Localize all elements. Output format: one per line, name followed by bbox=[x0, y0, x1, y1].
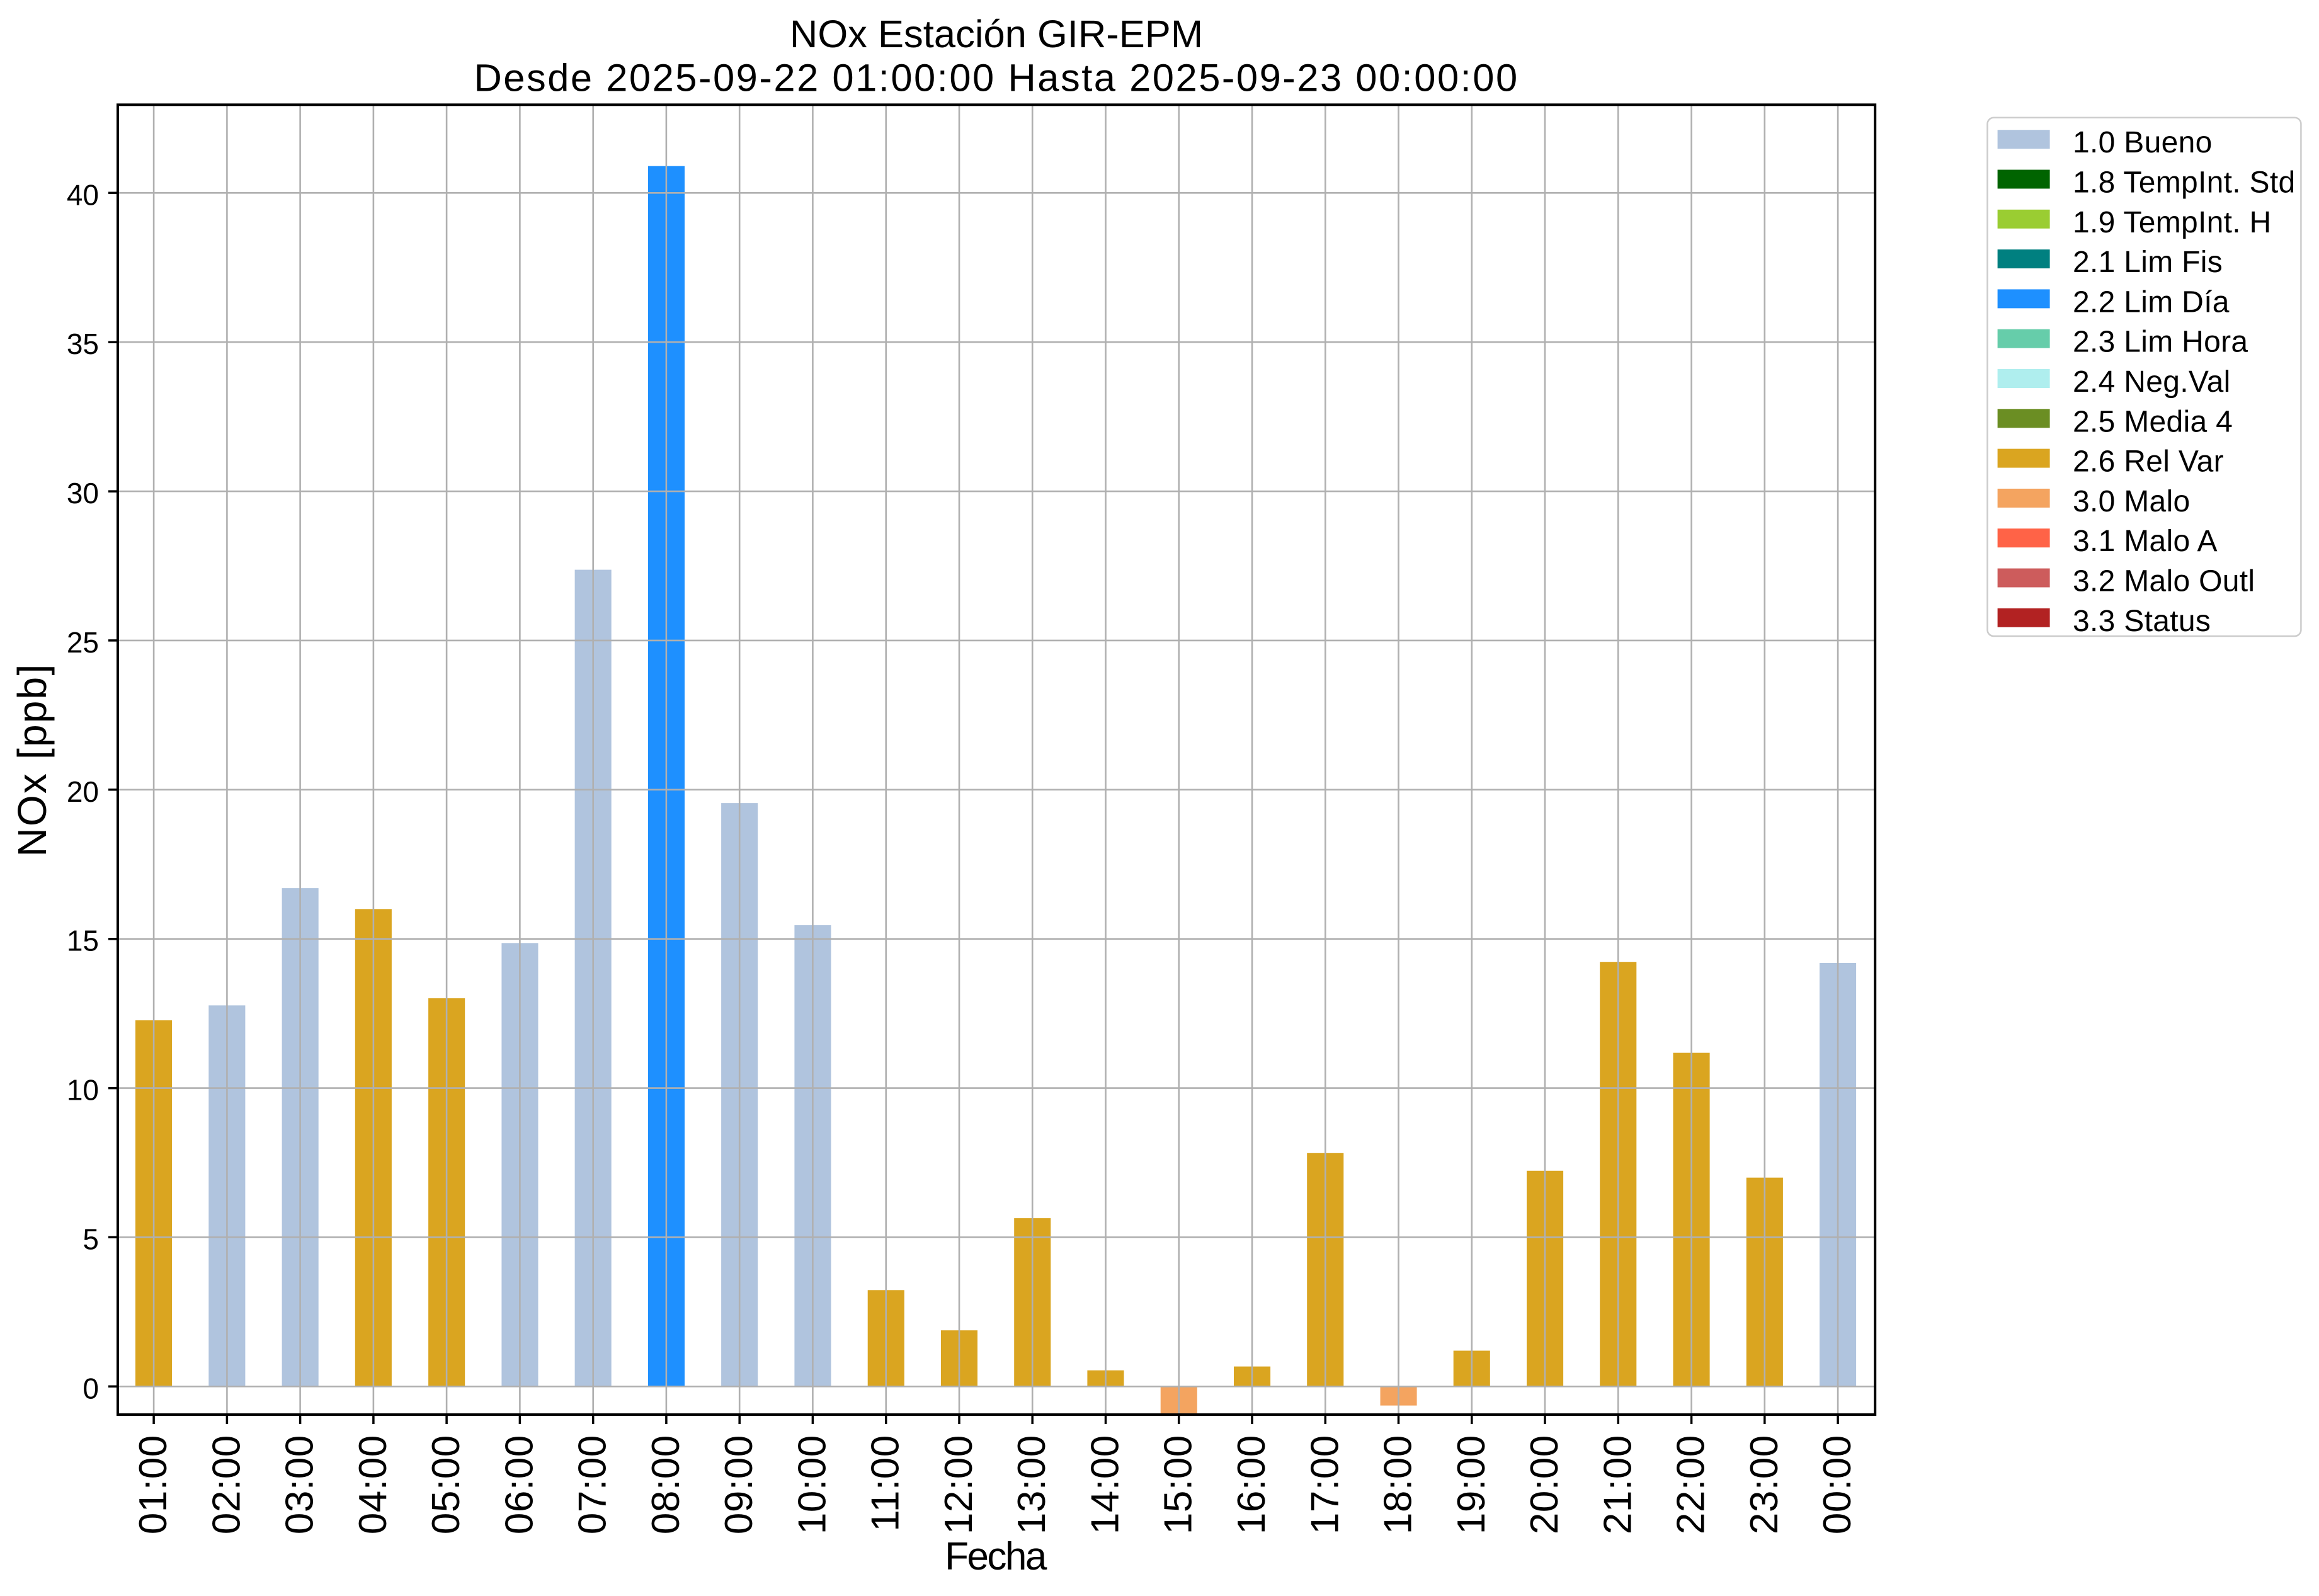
svg-text:5: 5 bbox=[83, 1223, 99, 1255]
svg-text:0: 0 bbox=[83, 1372, 99, 1405]
svg-text:Fecha: Fecha bbox=[945, 1535, 1047, 1578]
svg-text:15: 15 bbox=[67, 925, 99, 957]
svg-text:20:00: 20:00 bbox=[1523, 1435, 1566, 1534]
svg-text:08:00: 08:00 bbox=[644, 1435, 688, 1534]
svg-text:2.2 Lim Día: 2.2 Lim Día bbox=[2073, 285, 2230, 319]
svg-text:21:00: 21:00 bbox=[1596, 1435, 1639, 1534]
svg-text:17:00: 17:00 bbox=[1303, 1435, 1347, 1534]
svg-text:19:00: 19:00 bbox=[1450, 1435, 1493, 1534]
svg-text:00:00: 00:00 bbox=[1816, 1435, 1859, 1534]
svg-text:3.3 Status: 3.3 Status bbox=[2073, 605, 2211, 638]
svg-text:1.0 Bueno: 1.0 Bueno bbox=[2073, 126, 2213, 159]
svg-text:2.4 Neg.Val: 2.4 Neg.Val bbox=[2073, 365, 2231, 399]
svg-text:30: 30 bbox=[67, 477, 99, 510]
svg-text:22:00: 22:00 bbox=[1670, 1435, 1713, 1534]
svg-text:03:00: 03:00 bbox=[278, 1435, 322, 1534]
svg-text:11:00: 11:00 bbox=[864, 1435, 908, 1532]
svg-text:07:00: 07:00 bbox=[571, 1435, 615, 1534]
svg-text:02:00: 02:00 bbox=[205, 1435, 248, 1534]
svg-text:01:00: 01:00 bbox=[132, 1435, 175, 1534]
svg-text:NOx [ppb]: NOx [ppb] bbox=[9, 663, 55, 857]
svg-text:23:00: 23:00 bbox=[1743, 1435, 1786, 1534]
svg-text:12:00: 12:00 bbox=[937, 1435, 981, 1534]
svg-text:Desde 2025-09-22 01:00:00 Hast: Desde 2025-09-22 01:00:00 Hasta 2025-09-… bbox=[474, 56, 1518, 100]
svg-text:05:00: 05:00 bbox=[424, 1435, 468, 1534]
svg-text:2.5 Media 4: 2.5 Media 4 bbox=[2073, 405, 2233, 438]
svg-text:06:00: 06:00 bbox=[498, 1435, 541, 1534]
svg-text:13:00: 13:00 bbox=[1010, 1435, 1054, 1534]
svg-text:10: 10 bbox=[67, 1074, 99, 1107]
svg-text:09:00: 09:00 bbox=[717, 1435, 761, 1534]
svg-text:16:00: 16:00 bbox=[1230, 1435, 1273, 1534]
svg-text:NOx Estación GIR-EPM: NOx Estación GIR-EPM bbox=[790, 13, 1203, 56]
svg-text:10:00: 10:00 bbox=[790, 1435, 834, 1534]
svg-text:2.1 Lim Fis: 2.1 Lim Fis bbox=[2073, 246, 2223, 279]
svg-text:2.6 Rel Var: 2.6 Rel Var bbox=[2073, 445, 2224, 479]
svg-text:25: 25 bbox=[67, 626, 99, 659]
svg-text:14:00: 14:00 bbox=[1084, 1435, 1127, 1534]
svg-text:2.3 Lim Hora: 2.3 Lim Hora bbox=[2073, 326, 2248, 359]
svg-text:3.0 Malo: 3.0 Malo bbox=[2073, 485, 2191, 518]
svg-text:1.8 TempInt. Std: 1.8 TempInt. Std bbox=[2073, 166, 2295, 200]
svg-text:3.1 Malo A: 3.1 Malo A bbox=[2073, 525, 2218, 558]
svg-text:18:00: 18:00 bbox=[1377, 1435, 1420, 1534]
svg-text:3.2 Malo Outl: 3.2 Malo Outl bbox=[2073, 565, 2255, 598]
svg-text:35: 35 bbox=[67, 328, 99, 360]
svg-text:20: 20 bbox=[67, 775, 99, 808]
svg-text:40: 40 bbox=[67, 178, 99, 211]
svg-text:15:00: 15:00 bbox=[1157, 1435, 1200, 1534]
svg-text:1.9 TempInt. H: 1.9 TempInt. H bbox=[2073, 206, 2271, 239]
svg-text:04:00: 04:00 bbox=[351, 1435, 395, 1534]
